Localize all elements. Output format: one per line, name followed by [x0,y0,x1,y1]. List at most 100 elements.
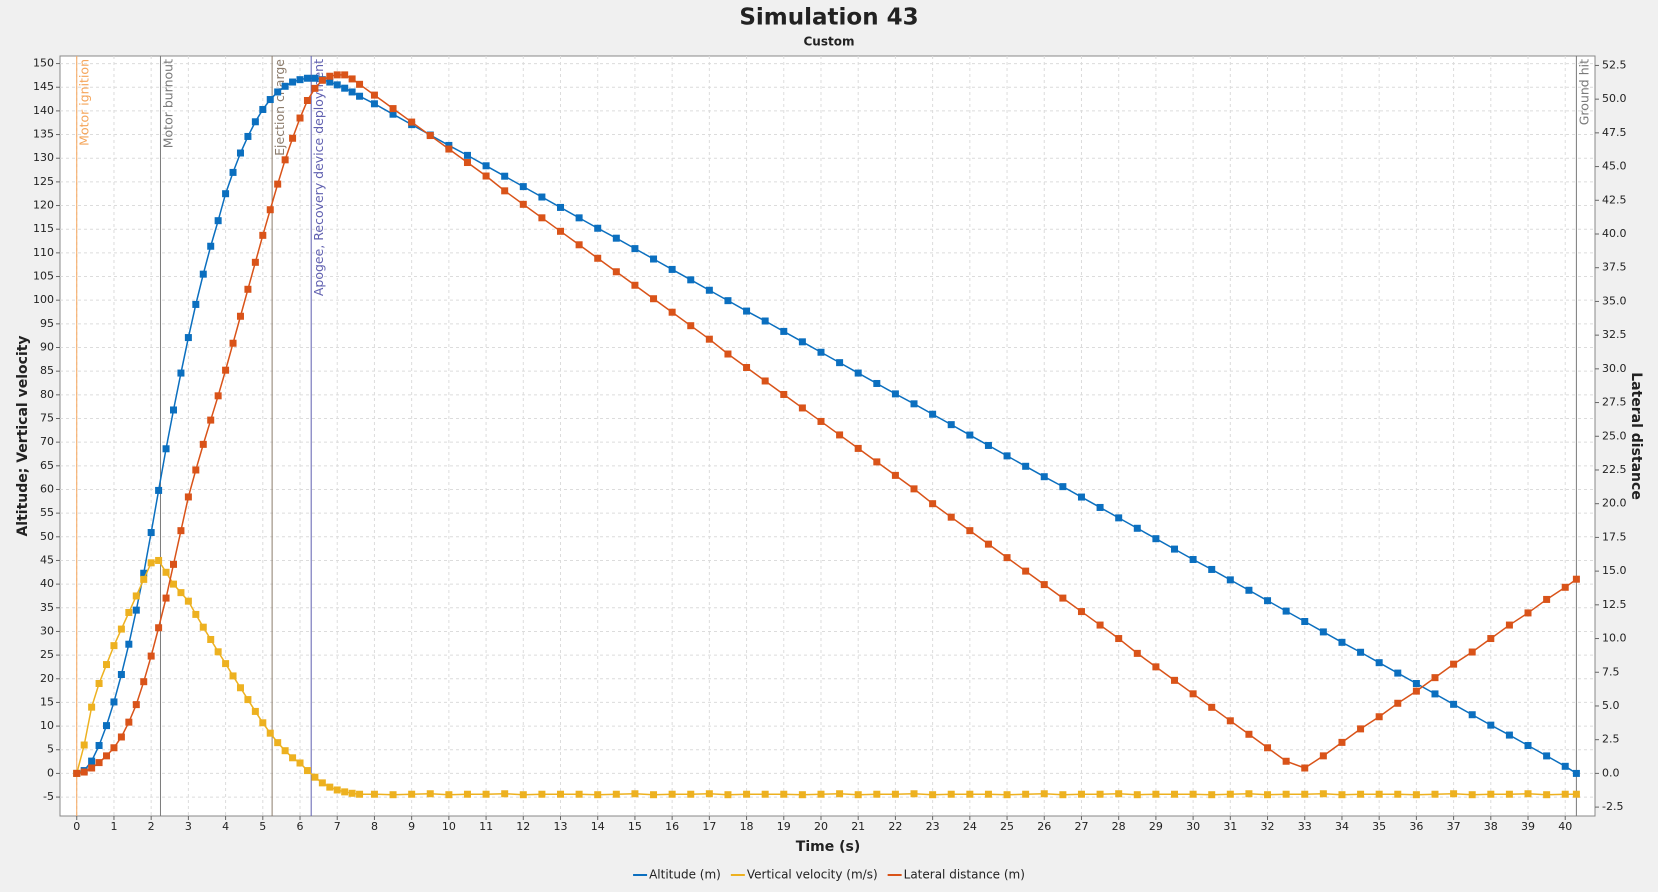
y2-tick-label: 47.5 [1602,126,1627,139]
data-point [1133,649,1141,657]
data-point [408,118,416,126]
data-point [724,350,732,358]
data-point [274,739,282,747]
data-point [281,747,289,755]
data-point [1022,790,1030,798]
data-point [147,559,155,567]
data-point [1189,690,1197,698]
y-tick-label: 130 [33,151,54,164]
data-point [132,592,140,600]
x-tick-label: 7 [334,820,341,833]
x-tick-label: 15 [628,820,642,833]
data-point [370,91,378,99]
y2-tick-label: 35.0 [1602,294,1627,307]
data-point [650,255,658,263]
data-point [1468,648,1476,656]
data-point [1450,790,1458,798]
data-point [1040,581,1048,589]
data-point [177,589,185,597]
event-label: Motor ignition [77,59,92,146]
data-point [761,317,769,325]
x-tick-label: 19 [777,820,791,833]
data-point [1152,535,1160,543]
y-tick-label: 95 [40,317,54,330]
data-point [222,660,230,668]
data-point [519,183,527,191]
data-point [650,295,658,303]
data-point [333,786,341,794]
x-tick-label: 35 [1372,820,1386,833]
data-point [289,754,297,762]
data-point [947,513,955,521]
data-point [251,118,259,126]
plot-area [59,55,1596,817]
x-axis-title: Time (s) [796,839,860,855]
data-point [296,76,304,84]
y2-tick-label: 52.5 [1602,58,1627,71]
data-point [836,431,844,439]
data-point [1245,790,1253,798]
data-point [1115,790,1123,798]
x-tick-label: 24 [963,820,977,833]
y2-tick-label: 12.5 [1602,598,1627,611]
x-tick-label: 4 [222,820,229,833]
data-point [947,790,955,798]
data-point [207,242,215,250]
data-point [155,486,163,494]
data-point [873,458,881,466]
data-point [668,790,676,798]
data-point [1572,790,1580,798]
y-tick-label: 80 [40,388,54,401]
x-tick-label: 23 [926,820,940,833]
data-point [1226,790,1234,798]
y-tick-label: 140 [33,104,54,117]
data-point [463,159,471,167]
data-point [519,791,527,799]
legend: Altitude (m) Vertical velocity (m/s) Later… [633,868,1025,882]
data-point [155,556,163,564]
data-point [1077,790,1085,798]
data-point [780,327,788,335]
y2-tick-label: 30.0 [1602,362,1627,375]
data-point [236,312,244,320]
y-tick-label: 135 [33,128,54,141]
data-point [326,783,334,791]
y-axis-title: Altitude; Vertical velocity [15,335,31,536]
data-point [780,390,788,398]
data-point [445,791,453,799]
data-point [743,307,751,315]
y-tick-label: 115 [33,222,54,235]
data-point [356,92,364,100]
data-point [1003,791,1011,799]
data-point [125,640,133,648]
data-point [798,404,806,412]
x-tick-label: 27 [1074,820,1088,833]
data-point [222,190,230,198]
data-point [110,698,118,706]
data-point [947,421,955,429]
data-point [929,791,937,799]
data-point [873,790,881,798]
data-point [1319,628,1327,636]
data-point [1171,545,1179,553]
x-tick-label: 17 [702,820,716,833]
data-point [631,245,639,253]
y-tick-label: 40 [40,577,54,590]
y2-tick-label: 27.5 [1602,396,1627,409]
data-point [229,168,237,176]
data-point [214,648,222,656]
x-tick-label: 28 [1112,820,1126,833]
data-point [303,74,311,82]
data-point [169,560,177,568]
data-point [1301,790,1309,798]
data-point [192,610,200,618]
y-tick-label: 15 [40,695,54,708]
data-point [482,172,490,180]
data-point [222,366,230,374]
data-point [538,193,546,201]
x-tick-label: 0 [73,820,80,833]
data-point [140,575,148,583]
y-tick-label: 75 [40,411,54,424]
data-point [169,406,177,414]
x-tick-label: 10 [442,820,456,833]
